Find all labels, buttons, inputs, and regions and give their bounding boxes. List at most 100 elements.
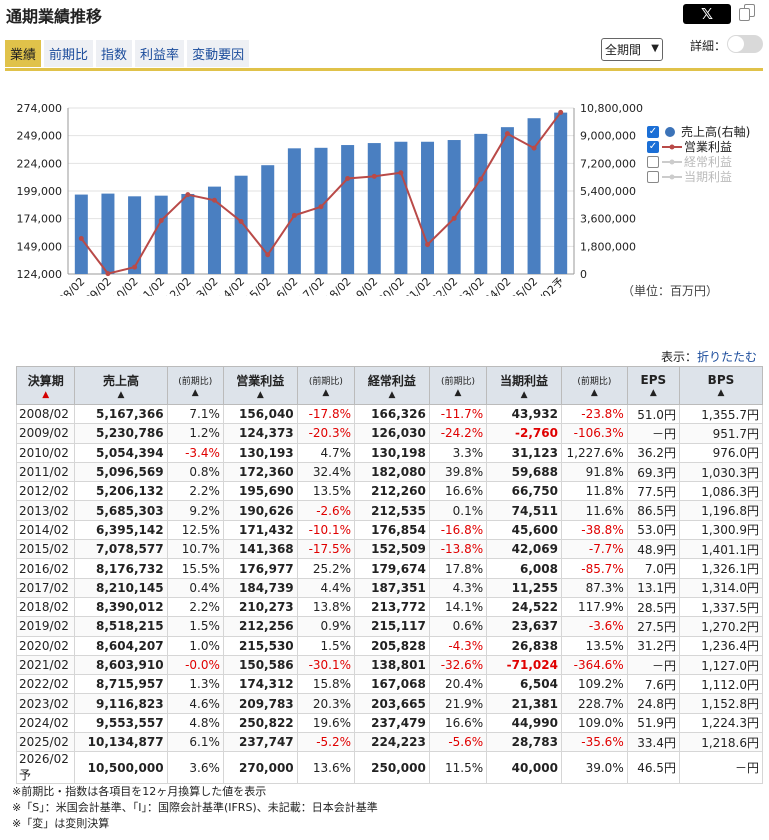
performance-chart: 274,000 249,000 224,000 199,000 174,000 149,0… [17,102,643,296]
table-cell: 2020/02 [15,635,76,656]
table-cell: 138,801 [354,654,430,676]
sort-arrow-icon[interactable]: ▲ [590,387,598,398]
table-cell: 15.5% [166,558,224,579]
table-cell: 7.0円 [626,558,680,579]
legend-item-operating[interactable]: ✓ 営業利益 [647,139,750,154]
column-header[interactable]: 決算期 ▲ [15,366,76,405]
legend-item-net[interactable]: 当期利益 [647,169,750,184]
table-cell: 0.4% [166,577,224,598]
tab-item[interactable]: 変動要因 [187,40,250,67]
table-cell: 1,300.9円 [678,519,764,541]
left-axis-tick-label: 249,000 [17,130,63,143]
sort-arrow-icon[interactable]: ▲ [322,387,330,398]
line-point [238,219,244,225]
table-cell: 40,000 [486,751,562,785]
legend-item-sales[interactable]: ✓ 売上高(右軸) [647,124,750,139]
column-header[interactable]: 当期利益 ▲ [486,366,562,405]
copy-icon[interactable] [739,4,757,24]
table-cell: －円 [626,654,680,676]
sort-arrow-icon[interactable]: ▲ [649,388,657,398]
sort-arrow-icon[interactable]: ▲ [717,388,725,398]
column-header[interactable]: (前期比) ▲ [296,366,356,405]
sort-arrow-icon[interactable]: ▲ [454,387,462,398]
table-cell: 1,314.0円 [678,577,764,598]
tab-item[interactable]: 利益率 [135,40,185,67]
sort-arrow-icon[interactable]: ▲ [256,389,264,400]
table-row: 2017/02 8,210,145 0.4% 184,739 4.4% 187,351 4.… [15,577,764,598]
sort-arrow-icon[interactable]: ▲ [42,389,50,400]
legend-item-ordinary[interactable]: 経常利益 [647,154,750,169]
table-cell: 39.0% [560,751,628,785]
table-cell: -10.1% [296,519,356,541]
sort-arrow-icon[interactable]: ▲ [191,387,199,398]
table-row: 2023/02 9,116,823 4.6% 209,783 20.3% 203,665 2… [15,693,764,714]
table-cell: 12.5% [166,519,224,541]
x-share-button[interactable]: 𝕏 [683,4,731,24]
table-cell: 2013/02 [15,500,76,521]
table-cell: 2017/02 [15,577,76,598]
table-cell: 195,690 [222,481,298,502]
column-header[interactable]: 経常利益 ▲ [354,366,430,405]
table-cell: 87.3% [560,577,628,598]
line-point [158,217,164,223]
table-cell: -4.3% [428,635,488,656]
column-header-label: (前期比) [178,376,213,387]
sort-arrow-icon[interactable]: ▲ [117,389,125,400]
checkbox-checked-icon[interactable]: ✓ [647,125,659,138]
table-cell: 28,783 [486,732,562,753]
table-cell: 184,739 [222,577,298,598]
column-header[interactable]: EPS ▲ [626,366,680,405]
table-cell: 190,626 [222,500,298,521]
sort-arrow-icon[interactable]: ▲ [520,389,528,400]
checkbox-unchecked-icon[interactable] [647,170,659,183]
column-header[interactable]: BPS ▲ [678,366,764,405]
tab-item[interactable]: 指数 [96,40,133,67]
table-cell: 2025/02 [15,732,76,753]
column-header[interactable]: 営業利益 ▲ [222,366,298,405]
table-cell: 31,123 [486,442,562,463]
table-cell: 11.6% [560,500,628,521]
collapse-link[interactable]: 折りたたむ [697,350,758,364]
line-point [78,236,84,242]
table-cell: 31.2円 [626,635,680,656]
detail-toggle[interactable] [727,35,763,53]
period-select[interactable]: 全期間 ▼ [601,38,663,61]
table-cell: 109.2% [560,674,628,695]
table-cell: 43,932 [486,403,562,425]
table-cell: 130,198 [354,442,430,463]
table-cell: 4.6% [166,693,224,714]
x-logo-icon: 𝕏 [700,5,714,23]
table-cell: 1,086.3円 [678,481,764,502]
column-header[interactable]: (前期比) ▲ [560,366,628,405]
checkbox-unchecked-icon[interactable] [647,155,659,168]
table-row: 2018/02 8,390,012 2.2% 210,273 13.8% 213,772 1… [15,596,764,618]
results-table: 決算期 ▲ 売上高 ▲ (前期比) ▲ 営業利益 ▲ (前期比) ▲ 経常利益 ▲ (前期比) ▲ 当期利益… [15,366,764,785]
line-point [132,264,138,270]
table-cell: 66,750 [486,481,562,502]
table-cell: 171,432 [222,519,298,541]
table-cell: 13.8% [296,596,356,618]
table-cell: -2,760 [486,423,562,444]
right-axis-tick-label: 7,200,000 [580,157,636,170]
tab-item[interactable]: 業績 [5,40,42,67]
bar-mark [101,193,115,274]
sort-arrow-icon[interactable]: ▲ [388,389,396,400]
bar-mark [554,112,568,274]
column-header[interactable]: 売上高 ▲ [74,366,168,405]
tab-item[interactable]: 前期比 [44,40,94,67]
table-cell: －円 [678,751,764,785]
column-header[interactable]: (前期比) ▲ [166,366,224,405]
table-cell: 172,360 [222,461,298,483]
table-cell: 8,604,207 [74,635,168,656]
table-cell: 24,522 [486,596,562,618]
table-cell: 1.3% [166,674,224,695]
table-cell: 0.1% [428,500,488,521]
line-point [504,131,510,137]
column-header-label: 営業利益 [236,373,285,388]
table-cell: 6,395,142 [74,519,168,541]
table-cell: 212,535 [354,500,430,521]
column-header[interactable]: (前期比) ▲ [428,366,488,405]
table-cell: 109.0% [560,712,628,734]
checkbox-checked-icon[interactable]: ✓ [647,140,659,153]
table-cell: 1,218.6円 [678,732,764,753]
